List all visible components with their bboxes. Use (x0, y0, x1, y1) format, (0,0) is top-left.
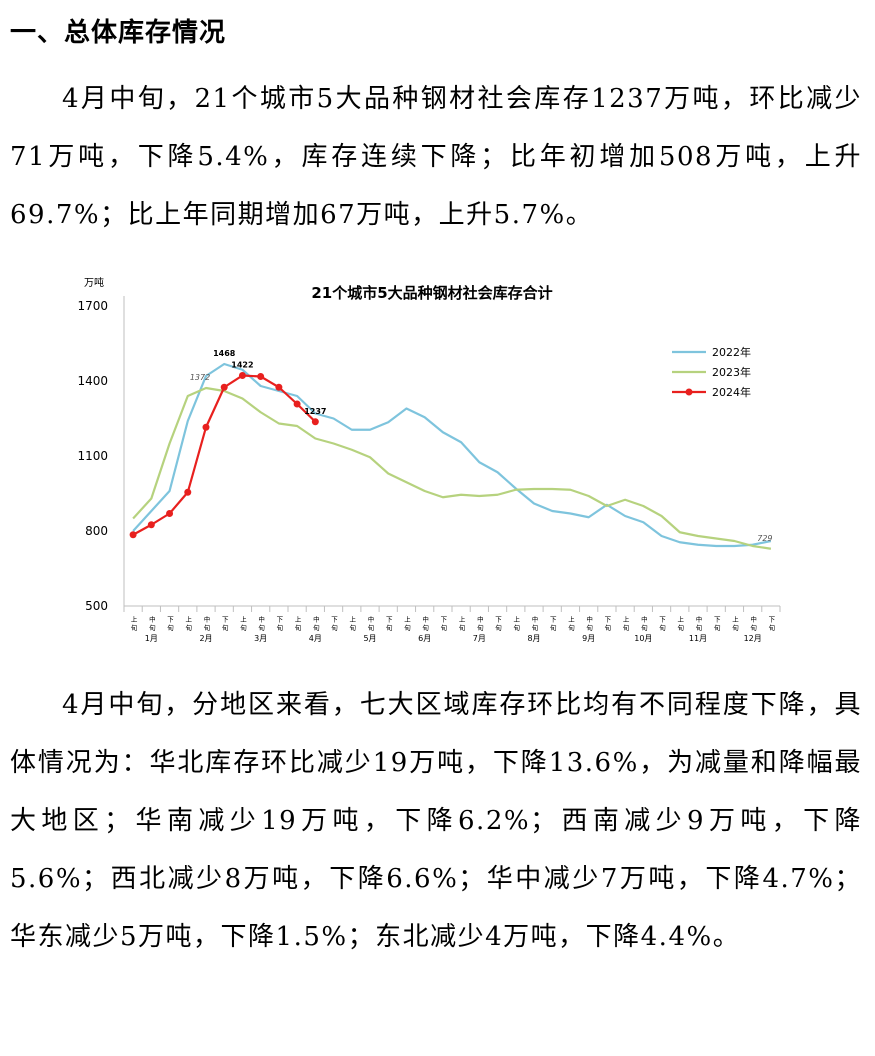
x-tick-label: 中旬 (585, 614, 593, 631)
series-point (129, 531, 137, 539)
x-tick-label: 上旬 (348, 614, 356, 631)
y-unit-label: 万吨 (84, 276, 104, 289)
legend-label: 2023年 (712, 365, 751, 379)
x-tick-label: 上旬 (238, 614, 246, 631)
x-tick-label: 上旬 (730, 614, 738, 631)
section-heading: 一、总体库存情况 (10, 18, 227, 48)
x-tick-label: 中旬 (421, 614, 429, 631)
series-point (238, 372, 246, 379)
month-label: 12月 (744, 634, 762, 643)
x-tick-label: 上旬 (457, 614, 465, 631)
x-tick-label: 中旬 (202, 614, 210, 631)
legend-marker (685, 388, 693, 396)
x-tick-label: 中旬 (694, 614, 702, 631)
series-point (311, 418, 319, 426)
x-tick-label: 下旬 (658, 615, 666, 631)
series-point (220, 383, 228, 391)
paragraph-summary: 4月中旬，21个城市5大品种钢材社会库存1237万吨，环比减少71万吨，下降5.… (10, 84, 862, 230)
x-tick-label: 上旬 (184, 614, 192, 631)
series-point (147, 521, 155, 529)
x-tick-label: 中旬 (257, 614, 265, 631)
x-tick-label: 下旬 (220, 615, 228, 631)
x-tick-label: 中旬 (311, 614, 319, 631)
y-tick-label: 1700 (77, 299, 108, 313)
month-label: 5月 (363, 634, 376, 643)
legend-label: 2024年 (712, 385, 751, 399)
series-line-2022年 (132, 362, 772, 548)
x-tick-label: 上旬 (512, 614, 520, 631)
chart-svg: 21个城市5大品种钢材社会库存合计 万吨 500 800 1100 1400 1700 上… (77, 276, 781, 643)
month-label: 8月 (527, 634, 540, 643)
legend-label: 2022年 (712, 345, 751, 359)
y-tick-label: 800 (85, 524, 108, 538)
series-point (275, 383, 283, 391)
series-line-2023年 (132, 386, 772, 550)
data-label: 729 (757, 534, 772, 543)
series-line-2024年 (132, 374, 317, 536)
y-tick-label: 500 (85, 599, 108, 613)
month-label: 6月 (418, 634, 431, 643)
month-label: 3月 (254, 634, 267, 643)
month-label: 1月 (145, 634, 158, 643)
month-label: 4月 (309, 634, 322, 643)
data-label: 1468 (213, 349, 236, 358)
data-label: 1372 (190, 373, 210, 382)
y-tick-label: 1100 (77, 449, 108, 463)
x-tick-label: 上旬 (621, 614, 629, 631)
x-tick-label: 中旬 (475, 614, 483, 631)
month-label: 9月 (582, 634, 595, 643)
x-tick-label: 下旬 (166, 615, 174, 631)
x-tick-label: 下旬 (603, 615, 611, 631)
x-tick-label: 中旬 (530, 614, 538, 631)
series-point (293, 400, 301, 408)
x-tick-label: 上旬 (676, 614, 684, 631)
x-tick-label: 下旬 (494, 615, 502, 631)
month-label: 2月 (199, 634, 212, 643)
x-tick-label: 下旬 (330, 615, 338, 631)
x-tick-label: 中旬 (639, 614, 647, 631)
x-tick-label: 下旬 (767, 615, 775, 631)
series-point (257, 373, 265, 380)
x-tick-label: 下旬 (384, 615, 392, 631)
x-tick-label: 下旬 (548, 615, 556, 631)
x-tick-label: 下旬 (712, 615, 720, 631)
paragraph-regional: 4月中旬，分地区来看，七大区域库存环比均有不同程度下降，具体情况为：华北库存环比… (10, 690, 862, 952)
x-tick-label: 上旬 (566, 614, 574, 631)
x-tick-label: 下旬 (439, 615, 447, 631)
month-label: 11月 (689, 634, 707, 643)
y-tick-label: 1400 (77, 374, 108, 388)
series-point (184, 488, 192, 496)
x-tick-label: 上旬 (293, 614, 301, 631)
x-tick-label: 中旬 (749, 614, 757, 631)
series-point (202, 423, 210, 431)
month-label: 10月 (634, 634, 652, 643)
chart-title: 21个城市5大品种钢材社会库存合计 (311, 284, 552, 302)
data-label: 1237 (304, 407, 326, 416)
x-tick-label: 上旬 (402, 614, 410, 631)
month-label: 7月 (473, 634, 486, 643)
x-tick-label: 中旬 (366, 614, 374, 631)
data-label: 1422 (231, 361, 253, 370)
x-tick-label: 中旬 (147, 614, 155, 631)
inventory-chart: 21个城市5大品种钢材社会库存合计 万吨 500 800 1100 1400 1700 上… (76, 266, 788, 656)
x-tick-label: 上旬 (129, 614, 137, 631)
series-point (166, 510, 174, 517)
x-tick-label: 下旬 (275, 615, 283, 631)
